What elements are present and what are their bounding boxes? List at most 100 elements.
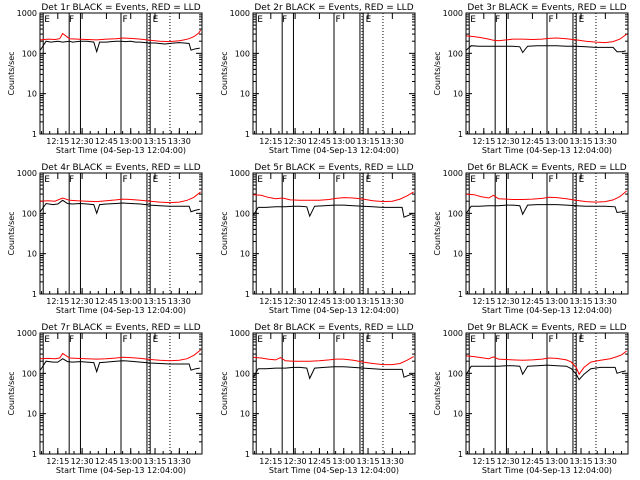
event-marker-label: F (495, 175, 500, 185)
event-marker-label: F (123, 15, 128, 25)
y-tick-label: 100 (235, 209, 250, 218)
y-axis-label: Counts/sec (220, 211, 229, 255)
x-tick-label: 13:00 (545, 137, 568, 146)
x-tick-label: 12:15 (472, 137, 495, 146)
event-marker-label: F (495, 335, 500, 345)
y-tick-label: 1000 (230, 9, 250, 18)
x-tick-label: 12:45 (521, 297, 544, 306)
x-tick-label: 13:30 (168, 137, 191, 146)
x-tick-label: 13:00 (119, 137, 142, 146)
x-tick-label: 13:30 (168, 297, 191, 306)
y-tick-label: 1 (458, 290, 463, 299)
detector-panel-3: Det 3r BLACK = Events, RED = LLD 1 10 100 10… (433, 3, 629, 155)
event-marker-label: E (257, 335, 263, 345)
x-tick-label: 13:30 (168, 457, 191, 466)
event-marker-label: E (470, 335, 476, 345)
x-axis-label: Start Time (04-Sep-13 12:04:00) (482, 306, 612, 315)
y-tick-label: 1 (245, 290, 250, 299)
x-tick-label: 13:30 (381, 457, 404, 466)
y-tick-label: 100 (448, 369, 463, 378)
x-axis-label: Start Time (04-Sep-13 12:04:00) (269, 306, 399, 315)
detector-panel-1: Det 1r BLACK = Events, RED = LLD 1 10 100 10… (7, 3, 203, 155)
x-tick-label: 12:15 (472, 297, 495, 306)
series-line-events (465, 364, 626, 381)
series-line-lld (40, 29, 202, 43)
panel-title: Det 2r BLACK = Events, RED = LLD (254, 3, 413, 13)
x-axis-label: Start Time (04-Sep-13 12:04:00) (56, 146, 186, 155)
event-marker-label: F (282, 335, 287, 345)
event-marker-label: E (44, 175, 50, 185)
series-line-lld (466, 190, 628, 203)
x-tick-label: 13:15 (570, 297, 593, 306)
event-marker-label: F (495, 15, 500, 25)
y-axis-label: Counts/sec (433, 51, 442, 95)
x-tick-label: 13:00 (332, 137, 355, 146)
y-tick-label: 1000 (17, 169, 37, 178)
event-marker-label: E (257, 15, 263, 25)
y-tick-label: 10 (240, 250, 250, 259)
event-marker-label: E (44, 15, 50, 25)
series-line-lld (466, 350, 628, 376)
series-line-events (252, 204, 414, 218)
y-tick-label: 1000 (443, 169, 463, 178)
series-line-lld (40, 349, 202, 362)
event-marker-label: E (366, 175, 372, 185)
y-tick-label: 100 (22, 209, 37, 218)
detector-panel-5: Det 5r BLACK = Events, RED = LLD 1 10 100 10… (220, 163, 416, 315)
detector-panel-6: Det 6r BLACK = Events, RED = LLD 1 10 100 10… (433, 163, 629, 315)
x-tick-label: 13:15 (144, 457, 167, 466)
x-tick-label: 12:30 (284, 297, 307, 306)
series-line-events (39, 199, 200, 215)
series-line-events (252, 366, 413, 380)
event-marker-label: F (336, 15, 341, 25)
series-line-events (465, 204, 626, 216)
x-tick-label: 13:15 (570, 457, 593, 466)
y-axis-label: Counts/sec (7, 211, 16, 255)
x-tick-label: 12:45 (308, 457, 331, 466)
y-tick-label: 1 (458, 450, 463, 459)
event-marker-label: E (44, 335, 50, 345)
y-tick-label: 10 (453, 410, 463, 419)
y-axis-label: Counts/sec (220, 51, 229, 95)
x-tick-label: 13:15 (357, 297, 380, 306)
x-tick-label: 12:30 (497, 297, 520, 306)
x-tick-label: 13:00 (545, 297, 568, 306)
y-tick-label: 1000 (230, 169, 250, 178)
x-tick-label: 13:15 (570, 137, 593, 146)
detector-panel-7: Det 7r BLACK = Events, RED = LLD 1 10 100 10… (7, 323, 203, 475)
y-tick-label: 1000 (443, 329, 463, 338)
x-tick-label: 12:30 (71, 137, 94, 146)
event-marker-label: E (579, 175, 585, 185)
x-tick-label: 12:30 (284, 137, 307, 146)
event-marker-label: E (153, 175, 159, 185)
panel-title: Det 1r BLACK = Events, RED = LLD (41, 3, 200, 13)
event-marker-label: F (549, 335, 554, 345)
x-tick-label: 13:00 (119, 457, 142, 466)
event-marker-label: E (366, 15, 372, 25)
x-axis-label: Start Time (04-Sep-13 12:04:00) (482, 146, 612, 155)
x-tick-label: 12:45 (95, 297, 118, 306)
x-tick-label: 13:30 (594, 137, 617, 146)
panel-title: Det 4r BLACK = Events, RED = LLD (41, 163, 200, 173)
series-line-lld (253, 191, 414, 203)
y-tick-label: 10 (27, 90, 37, 99)
y-axis-label: Counts/sec (433, 211, 442, 255)
y-tick-label: 10 (240, 410, 250, 419)
panel-title: Det 5r BLACK = Events, RED = LLD (254, 163, 413, 173)
event-marker-label: F (336, 335, 341, 345)
event-marker-label: F (549, 15, 554, 25)
x-tick-label: 13:15 (357, 137, 380, 146)
y-tick-label: 10 (453, 250, 463, 259)
y-tick-label: 1 (245, 450, 250, 459)
x-tick-label: 13:00 (545, 457, 568, 466)
event-marker-label: F (123, 175, 128, 185)
x-axis-label: Start Time (04-Sep-13 12:04:00) (269, 146, 399, 155)
x-tick-label: 13:30 (381, 137, 404, 146)
y-tick-label: 10 (453, 90, 463, 99)
y-tick-label: 10 (27, 410, 37, 419)
event-marker-label: E (579, 335, 585, 345)
y-axis-label: Counts/sec (433, 371, 442, 415)
detector-panel-9: Det 9r BLACK = Events, RED = LLD 1 10 100 10… (433, 323, 629, 475)
x-tick-label: 12:30 (71, 297, 94, 306)
series-line-lld (253, 356, 414, 366)
